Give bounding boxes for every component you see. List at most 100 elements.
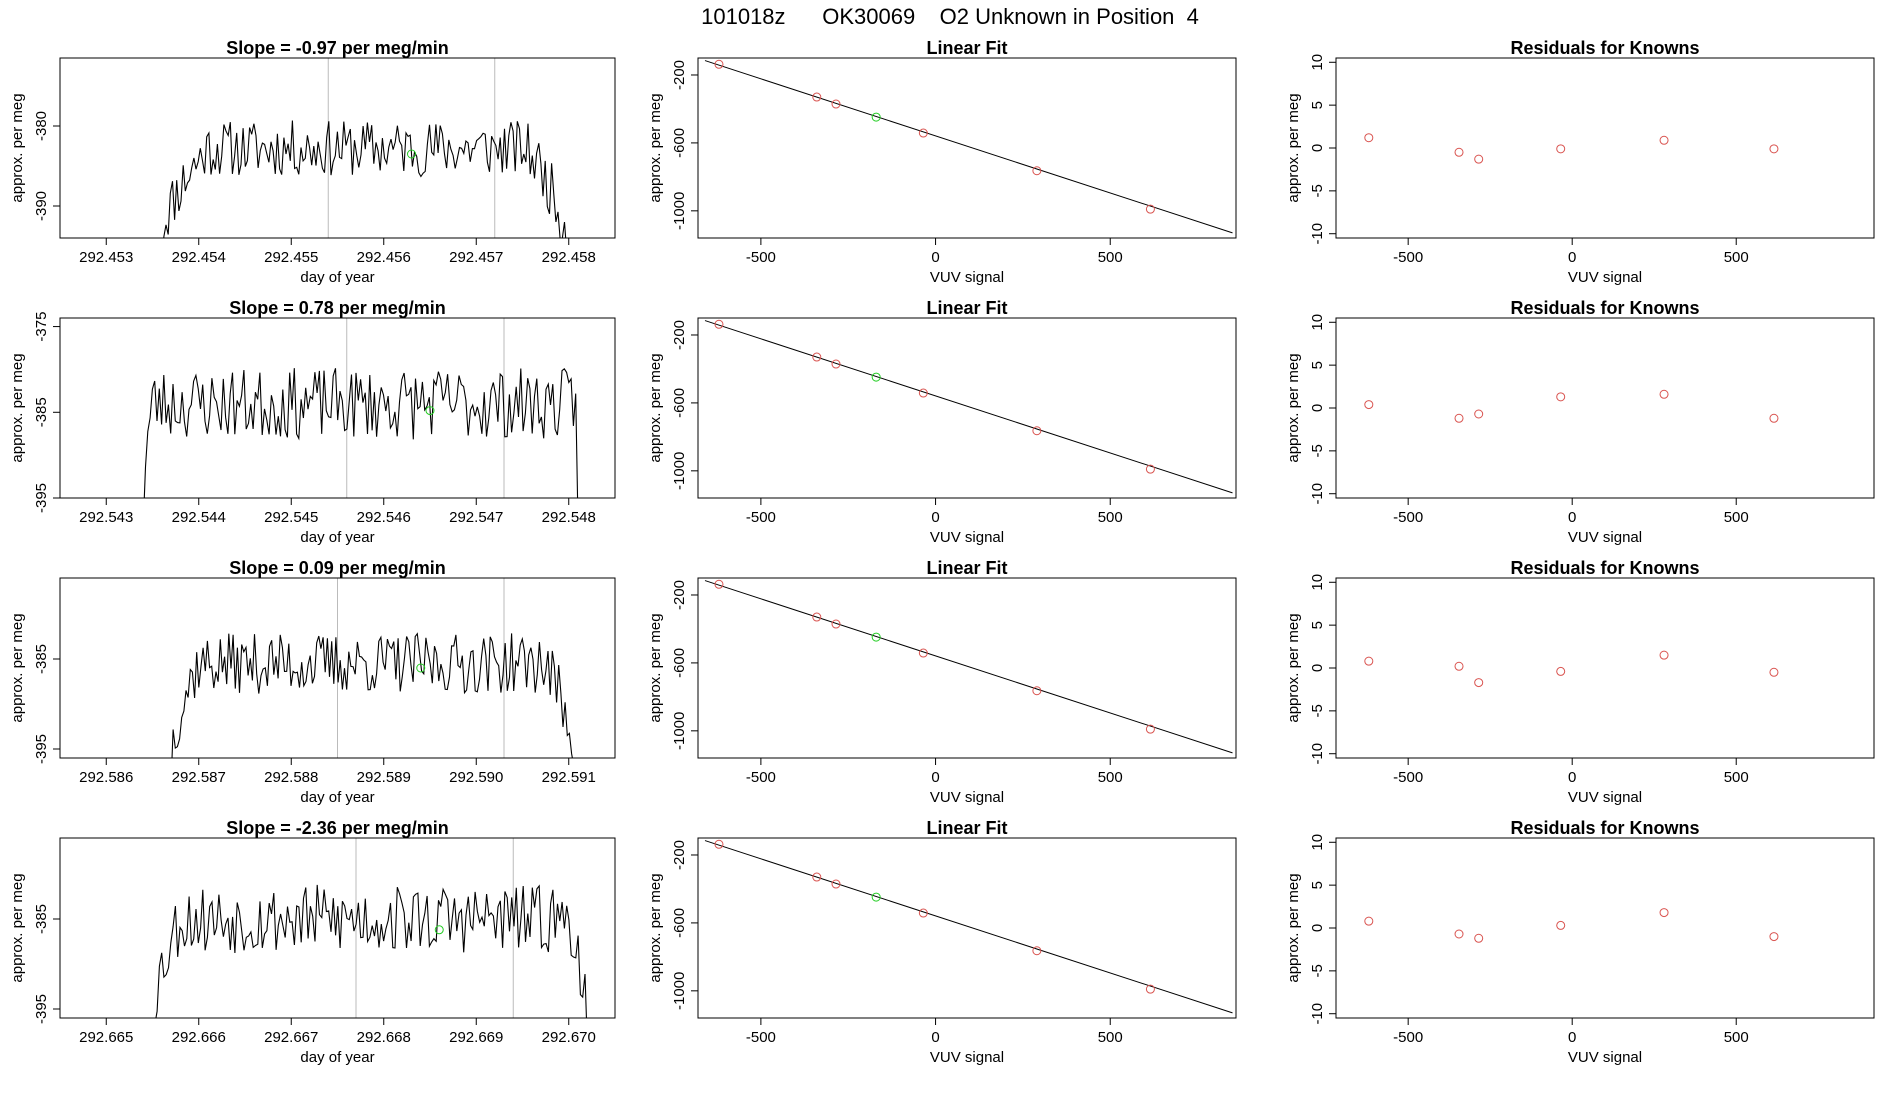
unknown-point — [871, 892, 881, 902]
y-tick-label: -600 — [671, 128, 688, 158]
x-axis-label: day of year — [300, 529, 374, 546]
y-tick-label: -1000 — [671, 452, 688, 490]
residual-point — [1556, 920, 1566, 930]
panel-title: Linear Fit — [926, 38, 1007, 58]
plot-frame — [697, 577, 1237, 759]
x-axis-label: day of year — [300, 269, 374, 286]
data-trace-line — [155, 884, 587, 1018]
residual-point — [1364, 400, 1374, 410]
y-tick-label: 10 — [1309, 574, 1326, 591]
residual-point — [1364, 656, 1374, 666]
known-point — [918, 388, 928, 398]
known-point — [918, 908, 928, 918]
y-axis-label: approx. per meg — [647, 93, 664, 202]
unknown-point — [871, 632, 881, 642]
known-point — [1032, 686, 1042, 696]
plot-area — [704, 839, 1233, 1014]
known-point — [1032, 946, 1042, 956]
plot-area — [163, 58, 567, 238]
x-tick-label: 292.670 — [542, 1029, 596, 1046]
x-tick-label: 500 — [1724, 509, 1749, 526]
residual-point — [1556, 144, 1566, 154]
panel-title: Slope = 0.78 per meg/min — [229, 298, 446, 318]
x-tick-label: 292.548 — [542, 509, 596, 526]
data-trace-line — [171, 632, 573, 758]
residual-point — [1556, 666, 1566, 676]
known-point — [1032, 166, 1042, 176]
residual-point — [1474, 678, 1484, 688]
y-tick-label: 5 — [1309, 361, 1326, 369]
x-tick-label: 292.455 — [264, 249, 318, 266]
fit-line — [704, 60, 1233, 234]
x-tick-label: 292.586 — [79, 769, 133, 786]
y-tick-label: -600 — [671, 908, 688, 938]
residual-point — [1364, 916, 1374, 926]
x-tick-label: 500 — [1098, 249, 1123, 266]
x-tick-label: -500 — [746, 769, 776, 786]
x-axis-label: VUV signal — [930, 529, 1004, 546]
y-tick-label: -395 — [33, 483, 50, 513]
known-point — [812, 92, 822, 102]
y-tick-label: -380 — [33, 111, 50, 141]
x-tick-label: 292.544 — [172, 509, 226, 526]
residual-point — [1454, 929, 1464, 939]
plot-area — [1364, 389, 1779, 423]
panel-series-row3: Slope = -2.36 per meg/min 292.665 292.666 2… — [9, 818, 616, 1066]
x-tick-label: 292.546 — [357, 509, 411, 526]
residual-point — [1454, 147, 1464, 157]
plot-area — [704, 59, 1233, 234]
panel-resid-row2: Residuals for Knowns -500 0 500 10 5 0 -5 -10 VUV… — [1285, 558, 1875, 806]
unknown-point — [871, 112, 881, 122]
plot-frame — [1335, 317, 1875, 499]
panel-title: Residuals for Knowns — [1510, 298, 1699, 318]
plot-area — [1364, 650, 1779, 688]
x-tick-label: 0 — [931, 249, 939, 266]
residual-point — [1769, 667, 1779, 677]
x-tick-label: 292.543 — [79, 509, 133, 526]
y-axis-label: approx. per meg — [9, 353, 26, 462]
x-tick-label: -500 — [1393, 249, 1423, 266]
y-tick-label: -1000 — [671, 712, 688, 750]
plot-area — [1364, 133, 1779, 164]
y-tick-label: -200 — [671, 320, 688, 350]
y-tick-label: -385 — [33, 644, 50, 674]
y-tick-label: -10 — [1309, 1003, 1326, 1025]
fit-line — [704, 320, 1233, 494]
plot-frame — [1335, 57, 1875, 239]
x-tick-label: -500 — [1393, 769, 1423, 786]
x-tick-label: 0 — [1568, 509, 1576, 526]
figure-title: 101018z OK30069 O2 Unknown in Position 4 — [701, 4, 1199, 29]
residual-point — [1454, 413, 1464, 423]
y-axis-label: approx. per meg — [1285, 873, 1302, 982]
y-tick-label: -375 — [33, 312, 50, 342]
y-axis-label: approx. per meg — [647, 873, 664, 982]
y-tick-label: 0 — [1309, 404, 1326, 412]
y-tick-label: -200 — [671, 840, 688, 870]
known-point — [831, 359, 841, 369]
y-tick-label: 10 — [1309, 54, 1326, 71]
y-tick-label: -5 — [1309, 444, 1326, 457]
y-tick-label: -1000 — [671, 972, 688, 1010]
y-tick-label: 5 — [1309, 621, 1326, 629]
residual-point — [1474, 154, 1484, 164]
x-tick-label: 292.667 — [264, 1029, 318, 1046]
panel-resid-row3: Residuals for Knowns -500 0 500 10 5 0 -5 -10 VUV… — [1285, 818, 1875, 1066]
known-point — [831, 619, 841, 629]
panel-series-row1: Slope = 0.78 per meg/min 292.543 292.544 29… — [9, 298, 616, 546]
unknown-point — [871, 372, 881, 382]
residual-point — [1474, 933, 1484, 943]
residual-point — [1659, 908, 1669, 918]
plot-frame — [697, 317, 1237, 499]
y-tick-label: -395 — [33, 994, 50, 1024]
known-point — [812, 872, 822, 882]
unknown-point — [416, 663, 426, 673]
known-point — [812, 352, 822, 362]
x-axis-label: day of year — [300, 789, 374, 806]
residual-point — [1659, 135, 1669, 145]
x-axis-label: day of year — [300, 1049, 374, 1066]
y-axis-label: approx. per meg — [647, 353, 664, 462]
x-tick-label: 292.458 — [542, 249, 596, 266]
known-point — [1145, 724, 1155, 734]
panel-title: Slope = -0.97 per meg/min — [226, 38, 449, 58]
